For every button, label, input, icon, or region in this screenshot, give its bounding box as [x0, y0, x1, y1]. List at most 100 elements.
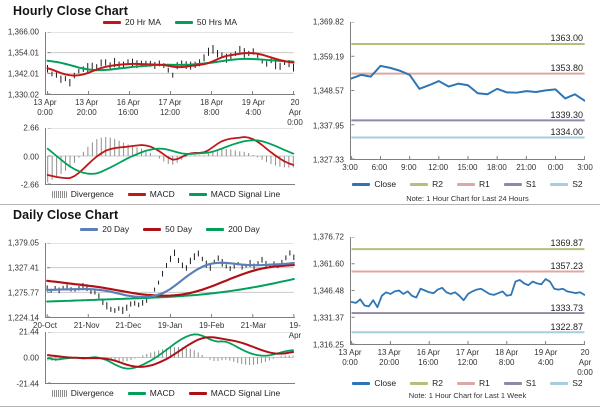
x-axis-tick-label: 20 Apr 0:00	[577, 348, 593, 377]
line-swatch-icon	[127, 391, 146, 395]
pivot-level-label: 1334.00	[550, 127, 583, 138]
hatch-swatch-icon	[51, 190, 67, 198]
x-axis-tick-label: 15:00	[457, 163, 478, 172]
x-axis-tick-label: 21-Dec	[115, 321, 142, 330]
hourly-ma-legend: 20 Hr MA 50 Hrs MA	[45, 17, 295, 27]
legend-item: S2	[550, 179, 583, 189]
legend-item: 50 Day	[143, 224, 192, 234]
legend-label: MACD	[149, 388, 175, 398]
legend-label: Close	[374, 179, 397, 189]
legend-label: 20 Hr MA	[124, 17, 161, 27]
line-swatch-icon	[174, 20, 193, 24]
legend-item: 20 Hr MA	[102, 17, 161, 27]
line-swatch-icon	[188, 391, 207, 395]
x-axis-tick-label: 18 Apr 8:00	[200, 98, 224, 117]
legend-item: Divergence	[51, 388, 114, 398]
x-axis-tick-label: 13 Apr 20:00	[75, 98, 99, 117]
y-axis-tick-label: -21.44	[16, 379, 39, 389]
x-axis-tick-label: 19-Jan	[157, 321, 183, 330]
x-axis-tick-label: 0:00	[547, 163, 564, 172]
hourly-pivot-legend: Close R2 R1 S1 S2	[345, 179, 590, 189]
legend-item: 200 Day	[206, 224, 260, 234]
y-axis-tick-label: 2.66	[23, 123, 39, 133]
hourly-pivot-y-axis: 1,369.82 1,359.19 1,348.57 1,337.95 1,327.33	[305, 18, 347, 165]
x-axis-tick-label: 16 Apr 16:00	[416, 348, 440, 367]
y-axis-tick-label: 1,366.00	[7, 27, 39, 37]
x-axis-tick-label: 13 Apr 0:00	[33, 98, 57, 117]
legend-item: MACD Signal Line	[188, 189, 281, 199]
daily-macd-legend: Divergence MACD MACD Signal Line	[32, 388, 300, 398]
weekly-pivot-note: Note: 1 Hour Chart for Last 1 Week	[408, 391, 527, 400]
legend-label: Divergence	[70, 189, 114, 199]
y-axis-tick-label: 1,275.77	[7, 288, 39, 298]
legend-label: R1	[478, 179, 490, 189]
y-axis-tick-label: 1,359.19	[312, 52, 344, 62]
pivot-level-label: 1353.80	[550, 63, 583, 74]
line-swatch-icon	[352, 381, 371, 385]
line-swatch-icon	[550, 381, 569, 385]
legend-item: Close	[352, 179, 396, 189]
y-axis-tick-label: 1,224.14	[7, 313, 39, 323]
legend-item: 50 Hrs MA	[174, 17, 237, 27]
x-axis-tick-label: 21-Mar	[240, 321, 266, 330]
hourly-macd-chart	[45, 128, 295, 185]
y-axis-tick-label: 1,330.02	[7, 90, 39, 100]
y-axis-tick-label: 1,361.60	[312, 259, 344, 269]
x-axis-tick-label: 13 Apr 20:00	[377, 348, 401, 367]
line-swatch-icon	[550, 182, 569, 186]
x-axis-tick-label: 6:00	[371, 163, 388, 172]
legend-label: S2	[572, 378, 583, 388]
y-axis-tick-label: 1,316.25	[312, 340, 344, 350]
y-axis-tick-label: -2.66	[20, 180, 39, 190]
x-axis-tick-label: 18 Apr 8:00	[495, 348, 519, 367]
pivot-level-label: 1357.23	[550, 260, 583, 271]
line-swatch-icon	[456, 381, 475, 385]
hourly-macd-y-axis: 2.66 0.00 -2.66	[0, 124, 42, 190]
y-axis-tick-label: 1,342.01	[7, 69, 39, 79]
hourly-price-y-axis: 1,366.00 1,354.01 1,342.01 1,330.02	[0, 28, 42, 100]
legend-item: S1	[503, 179, 536, 189]
weekly-pivot-y-axis: 1,376.72 1,361.60 1,346.48 1,331.37 1,316.25	[305, 233, 347, 350]
legend-item: S1	[503, 378, 537, 388]
x-axis-tick-label: 17 Apr 12:00	[455, 348, 480, 367]
x-axis-tick-label: 13 Apr 0:00	[338, 348, 362, 367]
x-axis-tick-label: 21:00	[516, 163, 537, 172]
section-divider	[0, 204, 600, 205]
legend-label: 200 Day	[228, 224, 260, 234]
pivot-level-label: 1369.87	[550, 238, 583, 249]
line-swatch-icon	[410, 381, 429, 385]
legend-label: MACD Signal Line	[210, 388, 281, 398]
legend-item: MACD	[127, 388, 175, 398]
y-axis-tick-label: 1,379.05	[7, 238, 39, 248]
x-axis-tick-label: 12:00	[428, 163, 449, 172]
x-axis-tick-label: 19 Apr 4:00	[241, 98, 265, 117]
daily-macd-y-axis: 21.44 0.00 -21.44	[0, 328, 42, 389]
legend-item: R1	[456, 179, 490, 189]
hourly-price-chart	[45, 32, 295, 95]
legend-item: R2	[410, 378, 443, 388]
legend-label: R2	[432, 378, 443, 388]
x-axis-tick-label: 3:00	[577, 163, 593, 172]
legend-item: Divergence	[51, 189, 114, 199]
legend-item: 20 Day	[80, 224, 129, 234]
x-axis-tick-label: 18:00	[486, 163, 507, 172]
y-axis-tick-label: 1,327.33	[312, 155, 344, 165]
x-axis-tick-label: 19-Feb	[198, 321, 225, 330]
line-swatch-icon	[352, 182, 371, 186]
legend-label: MACD Signal Line	[210, 189, 281, 199]
legend-label: 50 Day	[165, 224, 193, 234]
legend-label: Divergence	[70, 388, 114, 398]
line-swatch-icon	[410, 182, 429, 186]
y-axis-tick-label: 1,354.01	[7, 48, 39, 58]
pivot-level-label: 1333.73	[550, 302, 583, 313]
legend-label: R1	[478, 378, 490, 388]
x-axis-tick-label: 9:00	[400, 163, 417, 172]
weekly-pivot-labels: 1369.87 1357.23 1333.73 1322.87	[350, 237, 585, 345]
hourly-macd-legend: Divergence MACD MACD Signal Line	[32, 189, 300, 199]
y-axis-tick-label: 1,348.57	[312, 86, 344, 96]
y-axis-tick-label: 0.00	[23, 353, 39, 363]
legend-item: MACD Signal Line	[188, 388, 281, 398]
hourly-pivot-chart	[350, 22, 585, 160]
legend-label: S1	[525, 378, 537, 388]
line-swatch-icon	[102, 20, 121, 24]
